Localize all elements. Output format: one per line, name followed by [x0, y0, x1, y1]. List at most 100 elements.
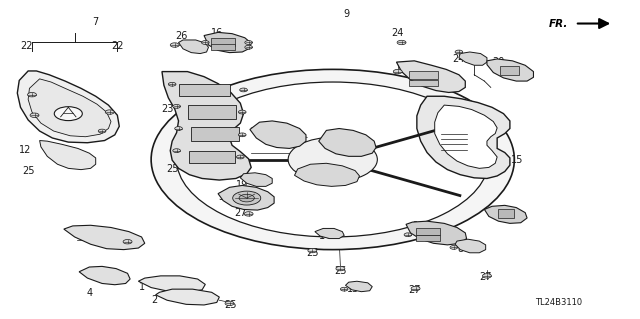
Polygon shape: [162, 71, 251, 180]
Text: 17: 17: [217, 158, 229, 168]
Circle shape: [308, 249, 317, 253]
Polygon shape: [459, 52, 487, 65]
Text: FR.: FR.: [549, 19, 568, 28]
Text: 24: 24: [392, 28, 404, 38]
Text: 7: 7: [93, 17, 99, 27]
Polygon shape: [204, 33, 251, 53]
Polygon shape: [156, 289, 220, 305]
Circle shape: [411, 286, 420, 291]
Circle shape: [237, 155, 244, 159]
Text: 1: 1: [138, 282, 145, 292]
Text: 9: 9: [344, 9, 350, 19]
Circle shape: [225, 301, 234, 306]
Circle shape: [202, 41, 209, 44]
Text: 25: 25: [166, 164, 179, 174]
Text: 20: 20: [492, 57, 504, 67]
Circle shape: [175, 127, 182, 130]
Circle shape: [245, 45, 252, 49]
Polygon shape: [241, 173, 272, 186]
Polygon shape: [319, 129, 376, 156]
Circle shape: [240, 88, 247, 92]
Bar: [409, 80, 438, 86]
Text: 22: 22: [20, 41, 33, 51]
Text: 5: 5: [93, 230, 99, 241]
Text: 25: 25: [306, 248, 319, 258]
Text: 25: 25: [225, 300, 237, 310]
Polygon shape: [417, 96, 510, 178]
Circle shape: [394, 69, 402, 74]
Polygon shape: [250, 121, 306, 148]
Text: 6: 6: [412, 221, 417, 231]
Bar: [211, 44, 236, 50]
Text: 10: 10: [196, 161, 208, 171]
Text: 19: 19: [236, 180, 248, 190]
Text: 2: 2: [151, 295, 157, 305]
Circle shape: [340, 287, 348, 291]
Polygon shape: [40, 141, 96, 170]
Circle shape: [397, 40, 406, 45]
Polygon shape: [218, 185, 274, 210]
Polygon shape: [17, 71, 119, 143]
Circle shape: [30, 113, 39, 117]
Bar: [500, 66, 520, 75]
Polygon shape: [455, 239, 486, 253]
Polygon shape: [396, 61, 465, 93]
Circle shape: [336, 266, 345, 271]
Text: 23: 23: [161, 104, 173, 114]
Text: 3: 3: [218, 192, 224, 203]
Circle shape: [239, 194, 254, 202]
Text: 12: 12: [19, 145, 32, 155]
Text: 13: 13: [347, 284, 359, 294]
Circle shape: [151, 69, 515, 250]
Polygon shape: [79, 266, 130, 285]
Text: 11: 11: [511, 212, 524, 222]
Text: 24: 24: [452, 54, 465, 64]
Text: TL24B3110: TL24B3110: [536, 298, 582, 307]
Bar: [498, 209, 514, 218]
Bar: [416, 228, 440, 235]
Circle shape: [239, 110, 246, 114]
Polygon shape: [406, 221, 467, 245]
Text: 25: 25: [22, 166, 35, 175]
Circle shape: [168, 82, 176, 86]
Bar: [188, 105, 236, 119]
Text: 27: 27: [234, 208, 246, 218]
Text: 25: 25: [334, 266, 347, 276]
Text: 18: 18: [179, 148, 191, 158]
Polygon shape: [435, 105, 497, 168]
Text: 16: 16: [211, 28, 223, 38]
Polygon shape: [484, 205, 527, 223]
Polygon shape: [294, 163, 360, 186]
Circle shape: [180, 84, 486, 235]
Circle shape: [245, 41, 252, 44]
Circle shape: [170, 43, 179, 47]
Polygon shape: [138, 276, 205, 292]
Circle shape: [233, 191, 260, 205]
Circle shape: [239, 133, 246, 137]
Text: 26: 26: [175, 31, 188, 41]
Bar: [189, 151, 235, 163]
Circle shape: [288, 137, 378, 182]
Circle shape: [123, 240, 132, 244]
Circle shape: [99, 129, 106, 133]
Bar: [416, 235, 440, 241]
Text: 27: 27: [479, 272, 492, 282]
Circle shape: [173, 149, 180, 152]
Polygon shape: [315, 228, 344, 239]
Circle shape: [173, 105, 180, 108]
Bar: [179, 84, 230, 96]
Text: 15: 15: [511, 154, 524, 165]
Text: 21: 21: [429, 78, 441, 89]
Polygon shape: [64, 225, 145, 250]
Text: 27: 27: [120, 241, 132, 250]
Polygon shape: [28, 79, 111, 137]
Polygon shape: [346, 281, 372, 292]
Text: 28: 28: [181, 78, 194, 89]
Bar: [191, 127, 239, 141]
Bar: [409, 71, 438, 79]
Circle shape: [28, 93, 36, 97]
Circle shape: [177, 82, 489, 237]
Text: 27: 27: [408, 285, 420, 295]
Polygon shape: [179, 40, 209, 54]
Bar: [211, 38, 236, 46]
